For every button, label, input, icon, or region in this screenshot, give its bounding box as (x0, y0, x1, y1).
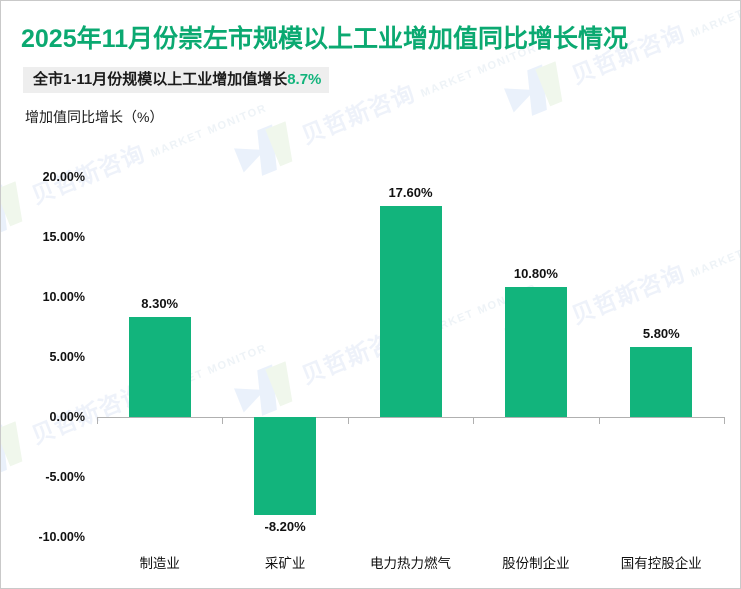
bar-value-label: 10.80% (513, 266, 558, 282)
x-axis-tick (97, 417, 98, 424)
page-title: 2025年11月份崇左市规模以上工业增加值同比增长情况 (21, 25, 629, 53)
y-tick-label: 15.00% (42, 230, 85, 244)
y-tick-label: 5.00% (49, 350, 85, 364)
x-category-label: 国有控股企业 (620, 556, 702, 571)
x-category-label: 电力热力燃气 (370, 556, 451, 571)
bar[interactable] (379, 205, 442, 417)
bar-value-label: -8.20% (264, 519, 306, 535)
x-axis-tick (222, 417, 223, 424)
bar-value-label: 8.30% (141, 296, 179, 312)
bar[interactable] (254, 417, 317, 516)
subtitle-highlight-value: 8.7% (287, 71, 322, 88)
x-axis-tick (599, 417, 600, 424)
x-axis-tick (348, 417, 349, 424)
y-tick-label: -5.00% (45, 470, 85, 484)
zero-axis-line (97, 417, 724, 418)
y-tick-label: 10.00% (42, 290, 85, 304)
y-axis-title: 增加值同比增长（%） (25, 109, 164, 125)
y-tick-label: 20.00% (42, 170, 85, 184)
x-axis-tick (473, 417, 474, 424)
x-axis-tick (724, 417, 725, 424)
bar[interactable] (128, 317, 191, 417)
bar-value-label: 5.80% (642, 326, 680, 342)
y-tick-label: -10.00% (38, 530, 85, 544)
bar[interactable] (630, 347, 693, 417)
subtitle-text: 全市1-11月份规模以上工业增加值增长 (33, 71, 288, 88)
x-category-label: 采矿业 (264, 556, 306, 571)
subtitle-banner: 全市1-11月份规模以上工业增加值增长8.7% (23, 67, 330, 93)
bar-value-label: 17.60% (388, 184, 433, 200)
y-tick-label: 0.00% (49, 410, 85, 424)
y-axis-ticks: 20.00% 15.00% 10.00% 5.00% 0.00% -5.00% -10.00… (1, 1, 85, 588)
x-category-label: 股份制企业 (502, 556, 570, 571)
bar[interactable] (504, 287, 567, 417)
x-category-label: 制造业 (139, 556, 180, 571)
